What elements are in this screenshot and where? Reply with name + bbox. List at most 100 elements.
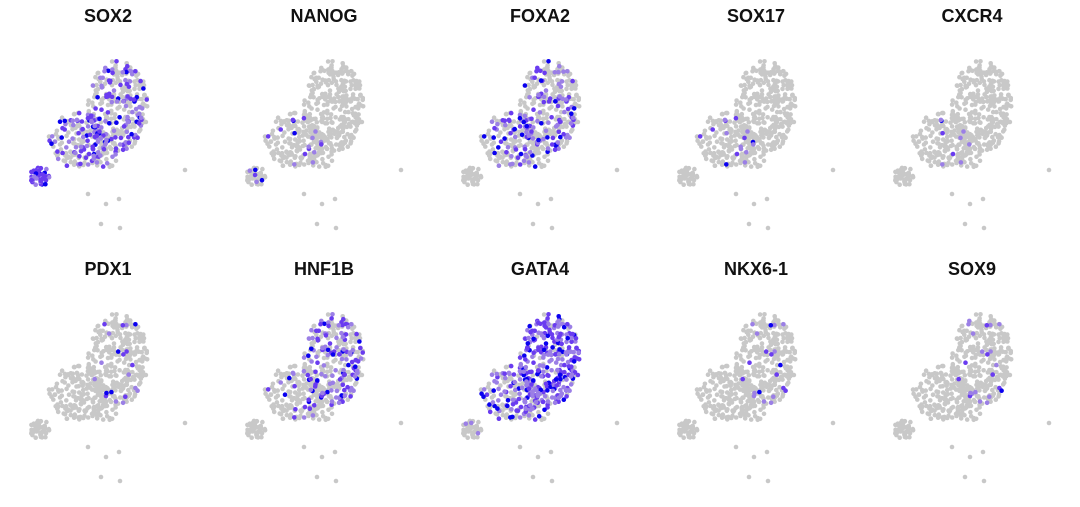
- cell-point: [113, 388, 118, 393]
- cell-point: [998, 111, 1004, 116]
- cell-point: [786, 380, 791, 386]
- cell-point: [341, 347, 346, 352]
- cell-point: [535, 454, 541, 460]
- cell-point: [512, 134, 518, 140]
- cell-point: [532, 417, 538, 422]
- cell-point: [96, 329, 101, 335]
- cell-point: [791, 372, 797, 378]
- cell-point: [526, 386, 532, 391]
- cell-point: [398, 167, 404, 173]
- cell-point: [89, 369, 94, 374]
- cell-point: [530, 474, 536, 480]
- cell-point: [97, 129, 102, 134]
- cell-point: [325, 99, 331, 105]
- cell-point: [320, 161, 326, 166]
- cell-point: [510, 161, 515, 167]
- cell-point: [747, 396, 752, 402]
- cell-point: [124, 146, 129, 151]
- cell-point: [85, 444, 91, 450]
- cell-point: [940, 110, 946, 116]
- cell-point: [327, 88, 333, 93]
- cell-point: [78, 402, 84, 407]
- cell-point: [771, 356, 777, 362]
- cell-point: [351, 135, 356, 140]
- cell-point: [475, 430, 481, 436]
- cell-point: [40, 172, 45, 177]
- cell-point: [106, 331, 112, 336]
- cell-point: [747, 336, 752, 342]
- cell-point: [329, 158, 335, 164]
- cell-point: [31, 427, 37, 432]
- cell-point: [761, 158, 767, 164]
- cell-point: [949, 124, 955, 129]
- cell-point: [537, 110, 543, 115]
- cell-point: [752, 345, 757, 351]
- cell-point: [124, 334, 130, 340]
- cell-point: [550, 135, 556, 141]
- cell-point: [68, 403, 74, 408]
- cell-point: [305, 116, 310, 121]
- cell-point: [777, 397, 783, 402]
- cell-point: [348, 394, 353, 399]
- cell-point: [487, 156, 493, 162]
- cell-point: [66, 372, 71, 377]
- cell-point: [517, 444, 523, 450]
- cell-point: [333, 79, 339, 84]
- cell-point: [301, 191, 307, 197]
- cell-point: [1005, 83, 1011, 88]
- cell-point: [59, 115, 65, 120]
- cell-point: [556, 351, 562, 357]
- cell-point: [292, 383, 297, 389]
- panel-title: GATA4: [510, 259, 570, 279]
- cell-point: [982, 82, 987, 88]
- cell-point: [275, 368, 281, 373]
- cell-point: [542, 154, 547, 160]
- cell-point: [923, 115, 929, 120]
- cell-point: [707, 140, 713, 145]
- cell-point: [245, 177, 251, 183]
- cell-point: [769, 107, 775, 112]
- cell-point: [691, 434, 696, 440]
- cell-point: [301, 444, 307, 450]
- cell-point: [111, 348, 117, 353]
- cell-point: [937, 150, 942, 156]
- cell-point: [536, 92, 541, 98]
- cell-point: [530, 412, 535, 418]
- cell-point: [313, 369, 318, 375]
- cell-point: [86, 351, 91, 356]
- cell-point: [514, 413, 519, 419]
- cell-point: [724, 110, 730, 116]
- cell-point: [704, 136, 709, 141]
- cell-point: [772, 61, 777, 66]
- cell-point: [568, 382, 574, 387]
- cell-point: [340, 382, 346, 388]
- cell-point: [990, 109, 996, 115]
- cell-point: [697, 134, 703, 139]
- cell-point: [789, 83, 795, 88]
- cell-point: [558, 362, 564, 368]
- cell-point: [98, 373, 104, 378]
- cell-point: [966, 111, 972, 117]
- cell-point: [282, 392, 288, 397]
- cell-point: [98, 159, 103, 165]
- cell-point: [491, 140, 497, 145]
- cell-point: [705, 372, 711, 377]
- cell-point: [274, 400, 280, 405]
- cell-point: [555, 356, 561, 362]
- cell-point: [1008, 97, 1013, 102]
- cell-point: [66, 392, 72, 397]
- cell-point: [718, 118, 723, 123]
- cell-point: [504, 150, 509, 155]
- cell-point: [512, 126, 517, 132]
- cell-point: [72, 141, 77, 146]
- cell-point: [85, 191, 91, 197]
- cell-point: [43, 181, 48, 187]
- cell-point: [560, 357, 565, 362]
- cell-point: [85, 124, 91, 129]
- cell-point: [353, 119, 359, 125]
- cell-point: [999, 135, 1004, 140]
- cell-point: [765, 115, 770, 120]
- cell-point: [298, 156, 304, 162]
- cell-point: [265, 387, 271, 392]
- cell-point: [104, 345, 109, 351]
